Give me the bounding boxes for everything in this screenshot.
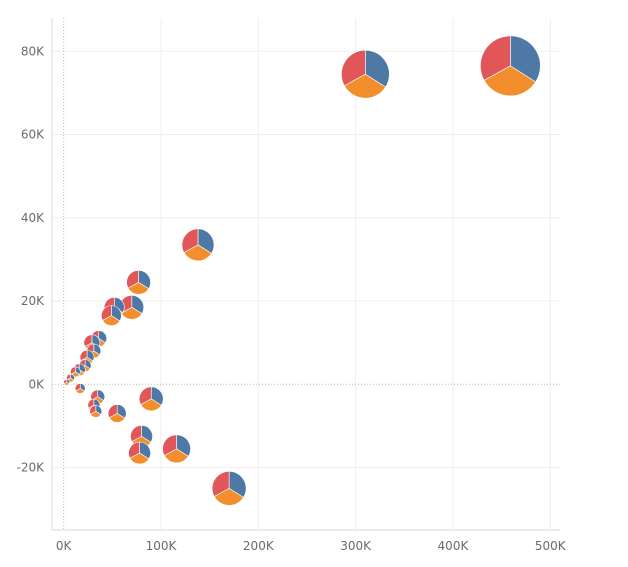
x-tick-label: 500K xyxy=(535,539,567,553)
axes: 0K 100K 200K 300K 400K 500K 80K 60K 40K 20K 0K -20K xyxy=(17,18,567,553)
y-tick-label: -20K xyxy=(17,461,46,475)
pie-marker[interactable] xyxy=(341,49,390,99)
pie-marker[interactable] xyxy=(101,305,122,326)
pie-slice xyxy=(83,334,93,347)
pie-marker[interactable] xyxy=(211,471,247,506)
x-tick-label: 100K xyxy=(146,539,178,553)
pie-marker[interactable] xyxy=(162,434,191,464)
pie-marker[interactable] xyxy=(63,378,70,386)
pie-slice xyxy=(211,471,230,497)
pie-marker[interactable] xyxy=(126,270,151,295)
pie-slice xyxy=(480,35,511,81)
x-tick-label: 200K xyxy=(243,539,275,553)
pie-slice xyxy=(162,434,177,456)
x-tick-label: 300K xyxy=(340,539,372,553)
pie-marker[interactable] xyxy=(66,373,75,383)
pie-slice xyxy=(181,228,199,253)
pie-slice xyxy=(128,441,140,459)
pie-slice xyxy=(126,270,139,289)
pie-marker[interactable] xyxy=(181,228,215,262)
pie-slice xyxy=(130,425,142,443)
pie-marker[interactable] xyxy=(480,35,541,97)
pie-marker[interactable] xyxy=(107,404,127,423)
pie-slice xyxy=(101,305,112,321)
y-tick-label: 0K xyxy=(28,377,45,391)
pie-slice xyxy=(138,386,152,406)
y-tick-label: 40K xyxy=(21,211,45,225)
pie-slice xyxy=(341,49,366,87)
pie-marker[interactable] xyxy=(79,349,95,365)
x-tick-label: 400K xyxy=(438,539,470,553)
pie-slice xyxy=(107,404,118,419)
pie-slice xyxy=(63,378,67,385)
gridlines xyxy=(52,18,560,530)
pie-marker[interactable] xyxy=(74,383,86,394)
pie-marker[interactable] xyxy=(89,405,103,418)
pie-slice xyxy=(79,349,88,362)
y-tick-label: 60K xyxy=(21,128,45,142)
pie-slice xyxy=(74,383,81,392)
x-tick-label: 0K xyxy=(56,539,73,553)
data-points xyxy=(63,35,541,506)
pie-slice xyxy=(89,405,97,415)
pie-marker[interactable] xyxy=(138,386,164,412)
pie-marker[interactable] xyxy=(128,441,151,465)
y-tick-label: 20K xyxy=(21,294,45,308)
y-tick-label: 80K xyxy=(21,44,45,58)
pie-slice xyxy=(87,398,95,409)
